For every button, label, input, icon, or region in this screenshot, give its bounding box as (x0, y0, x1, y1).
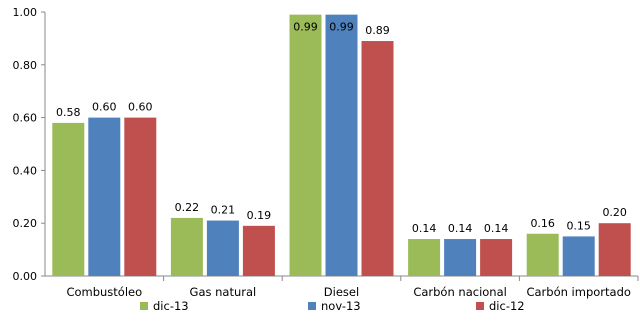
data-label: 0.15 (566, 219, 591, 232)
data-label: 0.20 (602, 206, 627, 219)
y-tick-label: 0.00 (13, 270, 38, 283)
legend-swatch (308, 302, 316, 310)
bar (598, 223, 631, 276)
bar (52, 122, 85, 276)
y-tick-label: 0.80 (13, 59, 38, 72)
bar (361, 41, 394, 276)
data-label: 0.21 (211, 204, 236, 217)
data-label: 0.89 (365, 24, 390, 37)
data-label: 0.60 (92, 101, 117, 114)
bar (480, 239, 513, 276)
data-label: 0.99 (293, 21, 318, 34)
legend-swatch (476, 302, 484, 310)
bar (124, 117, 157, 276)
y-tick-label: 0.60 (13, 112, 38, 125)
bar (242, 225, 275, 276)
legend-label: dic-12 (489, 299, 525, 313)
bar (170, 217, 203, 276)
x-category-label: Gas natural (190, 285, 257, 299)
legend-label: nov-13 (321, 299, 361, 313)
legend-swatch (140, 302, 148, 310)
data-label: 0.58 (56, 106, 81, 119)
data-label: 0.22 (175, 201, 200, 214)
data-label: 0.19 (247, 209, 272, 222)
x-category-label: Combustóleo (66, 285, 142, 299)
bar (206, 220, 239, 276)
data-label: 0.14 (484, 222, 509, 235)
data-label: 0.60 (128, 101, 153, 114)
data-label: 0.14 (412, 222, 437, 235)
bar (325, 14, 358, 276)
legend-label: dic-13 (153, 299, 189, 313)
y-tick-label: 1.00 (13, 6, 38, 19)
data-label: 0.14 (448, 222, 473, 235)
y-tick-label: 0.40 (13, 164, 38, 177)
data-label: 0.99 (329, 21, 354, 34)
y-tick-label: 0.20 (13, 217, 38, 230)
bar (88, 117, 121, 276)
bar (289, 14, 322, 276)
bar (562, 236, 595, 276)
x-category-label: Carbón importado (526, 285, 630, 299)
bar (526, 233, 559, 276)
x-category-label: Diesel (324, 285, 359, 299)
bar (444, 239, 477, 276)
x-category-label: Carbón nacional (413, 285, 507, 299)
bar (408, 239, 441, 276)
data-label: 0.16 (530, 217, 555, 230)
